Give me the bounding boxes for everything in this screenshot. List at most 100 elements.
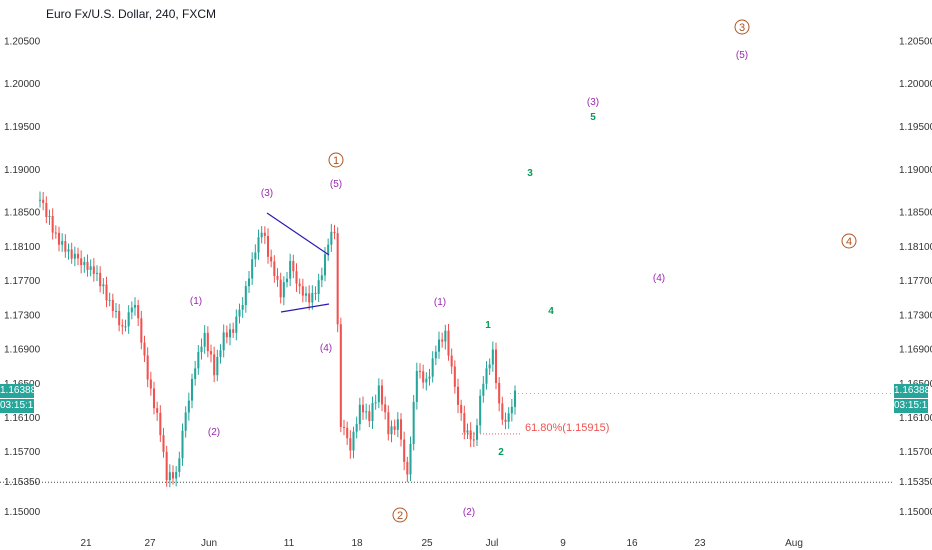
x-tick-label: 18 [351, 538, 363, 549]
candle-body [127, 312, 130, 327]
candle-body [399, 419, 403, 440]
candle-body [95, 272, 99, 274]
wave-label: (4) [320, 343, 332, 354]
y-tick-label-left: 1.17300 [4, 310, 41, 321]
candle-body [289, 260, 292, 279]
y-tick-label-right: 1.15000 [899, 507, 932, 518]
wave-circle [328, 152, 344, 168]
candle-body [390, 426, 393, 435]
x-tick-label: 27 [144, 538, 156, 549]
y-tick-label-left: 1.15700 [4, 447, 41, 458]
candle-body [118, 311, 121, 326]
candle-body [285, 278, 289, 283]
candle-body [257, 237, 260, 253]
candle-body [70, 249, 73, 259]
candle-body [342, 426, 346, 428]
x-tick-label: 21 [80, 538, 92, 549]
annotations: 61.80%(1.15915) (1) (2) (3) (4) (5) 1 2 (1) (2) 1 2… [0, 19, 893, 523]
candle-body [276, 276, 279, 280]
candle-body [475, 425, 479, 440]
candle-body [387, 412, 390, 435]
candle-body [498, 382, 501, 404]
candle-body [346, 427, 349, 439]
candle-body [168, 472, 171, 481]
candle-body [384, 404, 387, 413]
candle-body [203, 332, 206, 347]
candle-body [463, 413, 466, 433]
x-tick-label: Jul [486, 538, 499, 549]
wave-label: 4 [548, 306, 554, 317]
candle-body [171, 472, 175, 479]
wave-label: 3 [739, 22, 745, 34]
y-tick-label-right: 1.15700 [899, 447, 932, 458]
candle-body [314, 292, 317, 295]
candle-body [352, 431, 355, 451]
y-tick-label-left: 1.16100 [4, 413, 41, 424]
candle-body [456, 386, 460, 405]
candle-body [159, 412, 162, 436]
candle-body [124, 326, 127, 328]
candle-body [76, 253, 80, 259]
candle-body [412, 401, 415, 444]
wave-label: 1 [485, 320, 491, 331]
candle-body [111, 299, 114, 312]
candle-body [235, 316, 238, 333]
x-tick-label: 16 [626, 538, 638, 549]
candle-body [73, 253, 76, 259]
candle-body [355, 424, 358, 432]
candle-body [371, 402, 374, 422]
candle-body [434, 351, 437, 359]
x-tick-label: 23 [694, 538, 706, 549]
wave-label: (3) [261, 188, 273, 199]
wave-label: 4 [846, 236, 852, 248]
candle-body [482, 383, 485, 396]
candle-body [510, 406, 513, 414]
candle-body [292, 260, 295, 272]
candle-body [361, 404, 365, 413]
candle-body [333, 231, 336, 234]
candle-body [409, 443, 412, 475]
candle-body [494, 349, 498, 383]
candle-body [279, 279, 282, 298]
candle-body [241, 305, 244, 310]
candle-body [339, 324, 342, 427]
y-tick-label-left: 1.15350 [4, 477, 41, 488]
wave-label: 2 [397, 510, 403, 522]
wave-circle [392, 507, 408, 523]
y-tick-label-left: 1.20500 [4, 36, 41, 47]
candle-body [450, 355, 453, 367]
candle-body [64, 241, 67, 252]
candle-body [105, 284, 108, 301]
candles [38, 191, 517, 488]
candle-body [219, 350, 222, 357]
y-tick-label-right: 1.16100 [899, 413, 932, 424]
candle-body [102, 284, 105, 287]
candle-body [38, 199, 42, 201]
y-tick-label-right: 1.15350 [899, 477, 932, 488]
countdown-tag-right: 03:15:17 [894, 399, 932, 413]
candle-body [479, 395, 482, 426]
candle-body [42, 199, 45, 204]
candle-body [216, 356, 219, 376]
candle-body [396, 419, 399, 430]
candle-body [406, 461, 409, 475]
last-price-tag-left: 1.16388 [0, 384, 37, 398]
candle-body [320, 275, 323, 281]
y-tick-label-left: 1.15000 [4, 507, 41, 518]
y-tick-label-left: 1.19000 [4, 165, 41, 176]
wave-circle [841, 233, 857, 249]
candle-body [54, 232, 57, 234]
wave-label: (2) [208, 427, 220, 438]
candle-body [48, 216, 51, 218]
candle-body [190, 378, 194, 401]
x-tick-label: 11 [284, 538, 295, 549]
candle-body [156, 408, 159, 413]
candle-body [358, 404, 361, 424]
x-tick-label: Aug [785, 538, 803, 549]
candle-body [228, 329, 232, 338]
candle-body [273, 261, 276, 277]
candle-body [507, 413, 510, 422]
candle-body [377, 385, 380, 403]
candle-body [86, 261, 89, 270]
